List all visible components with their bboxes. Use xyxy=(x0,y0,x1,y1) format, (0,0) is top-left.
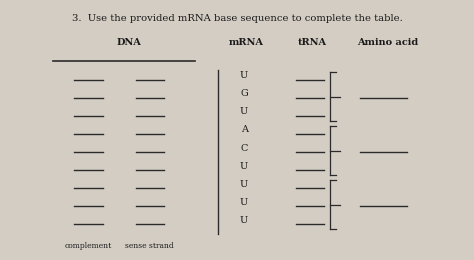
Text: U: U xyxy=(240,72,248,81)
Text: sense strand: sense strand xyxy=(126,242,174,250)
Text: G: G xyxy=(240,89,248,99)
Text: tRNA: tRNA xyxy=(298,38,327,47)
Text: mRNA: mRNA xyxy=(229,38,264,47)
Text: A: A xyxy=(241,126,247,134)
Text: 3.  Use the provided mRNA base sequence to complete the table.: 3. Use the provided mRNA base sequence t… xyxy=(72,14,402,23)
Text: U: U xyxy=(240,161,248,171)
Text: U: U xyxy=(240,198,248,206)
Text: U: U xyxy=(240,107,248,116)
Text: U: U xyxy=(240,216,248,225)
Text: Amino acid: Amino acid xyxy=(357,38,419,47)
Text: DNA: DNA xyxy=(116,38,141,47)
Text: C: C xyxy=(240,144,248,153)
Text: complement: complement xyxy=(65,242,112,250)
Text: U: U xyxy=(240,179,248,188)
